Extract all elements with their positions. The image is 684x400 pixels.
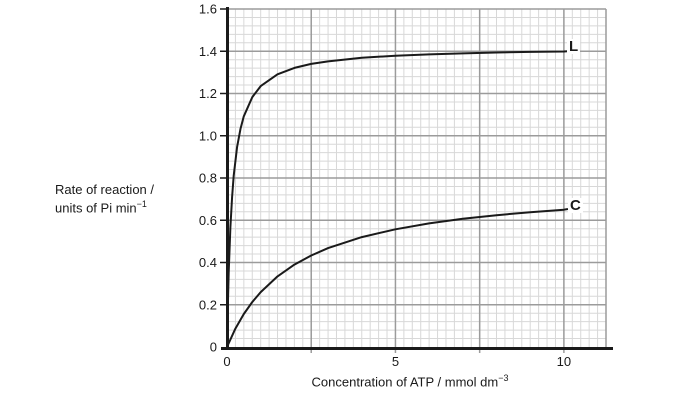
y-axis-tick-label: 0 <box>210 340 217 355</box>
series-label-L: L <box>567 38 581 55</box>
x-axis-label-superscript: −3 <box>498 373 509 383</box>
y-axis-tick-label: 0.4 <box>199 255 217 270</box>
x-axis-label: Concentration of ATP / mmol dm−3 <box>260 373 560 389</box>
y-axis-label: Rate of reaction / units of Pi min−1 <box>55 182 154 215</box>
y-axis-tick-label: 1.6 <box>199 2 217 17</box>
y-axis-tick-label: 1.2 <box>199 86 217 101</box>
series-label-C: C <box>568 197 583 214</box>
x-axis-label-base: Concentration of ATP / mmol dm <box>311 374 499 390</box>
y-axis-tick-label: 0.8 <box>199 171 217 186</box>
curve-C <box>226 208 569 348</box>
y-axis-label-superscript: −1 <box>136 199 147 209</box>
x-axis-tick-label: 0 <box>223 354 230 369</box>
x-axis-tick-label: 5 <box>392 354 399 369</box>
y-axis-tick-label: 1.0 <box>199 128 217 143</box>
y-axis-tick-label: 0.6 <box>199 213 217 228</box>
curve-L <box>226 50 569 348</box>
y-axis-label-line2: units of Pi min <box>55 200 137 216</box>
y-axis-label-line1: Rate of reaction / <box>55 182 154 197</box>
y-axis-tick-label: 0.2 <box>199 297 217 312</box>
x-axis-tick-label: 10 <box>557 354 571 369</box>
y-axis-tick-label: 1.4 <box>199 44 217 59</box>
